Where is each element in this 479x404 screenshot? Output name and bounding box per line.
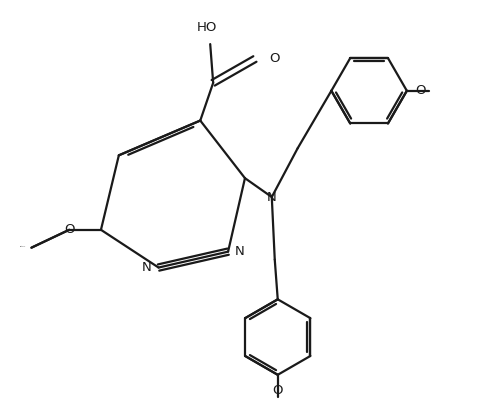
Text: O: O [273,384,283,397]
Text: O: O [415,84,425,97]
Text: O: O [64,223,74,236]
Text: HO: HO [197,21,217,34]
Text: methoxy: methoxy [21,246,27,247]
Text: N: N [142,261,151,274]
Text: N: N [267,191,277,204]
Text: N: N [235,245,245,258]
Text: O: O [269,53,279,65]
